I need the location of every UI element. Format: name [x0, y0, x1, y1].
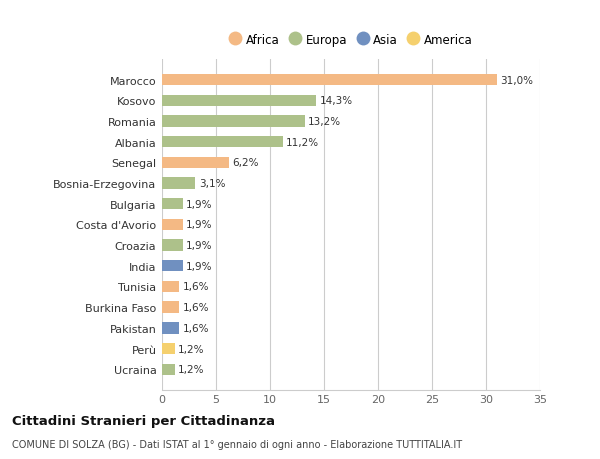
Text: 11,2%: 11,2%: [286, 137, 319, 147]
Text: 31,0%: 31,0%: [500, 75, 533, 85]
Bar: [162, 302, 179, 313]
Bar: [162, 261, 182, 272]
Text: COMUNE DI SOLZA (BG) - Dati ISTAT al 1° gennaio di ogni anno - Elaborazione TUTT: COMUNE DI SOLZA (BG) - Dati ISTAT al 1° …: [12, 440, 462, 449]
Bar: [162, 364, 175, 375]
Bar: [162, 281, 179, 292]
Bar: [162, 178, 196, 189]
Text: 1,9%: 1,9%: [186, 241, 212, 251]
Text: 1,2%: 1,2%: [178, 344, 205, 354]
Bar: [162, 343, 175, 354]
Bar: [162, 75, 497, 86]
Text: 1,6%: 1,6%: [182, 302, 209, 313]
Text: 1,6%: 1,6%: [182, 323, 209, 333]
Text: 13,2%: 13,2%: [308, 117, 341, 127]
Legend: Africa, Europa, Asia, America: Africa, Europa, Asia, America: [224, 29, 478, 51]
Bar: [162, 95, 316, 106]
Text: 1,9%: 1,9%: [186, 199, 212, 209]
Text: 1,2%: 1,2%: [178, 364, 205, 375]
Bar: [162, 116, 305, 127]
Text: Cittadini Stranieri per Cittadinanza: Cittadini Stranieri per Cittadinanza: [12, 414, 275, 428]
Bar: [162, 323, 179, 334]
Bar: [162, 157, 229, 168]
Text: 6,2%: 6,2%: [232, 158, 259, 168]
Text: 3,1%: 3,1%: [199, 179, 225, 189]
Text: 1,9%: 1,9%: [186, 261, 212, 271]
Bar: [162, 137, 283, 148]
Text: 1,6%: 1,6%: [182, 282, 209, 292]
Text: 14,3%: 14,3%: [320, 96, 353, 106]
Bar: [162, 240, 182, 251]
Text: 1,9%: 1,9%: [186, 220, 212, 230]
Bar: [162, 199, 182, 210]
Bar: [162, 219, 182, 230]
